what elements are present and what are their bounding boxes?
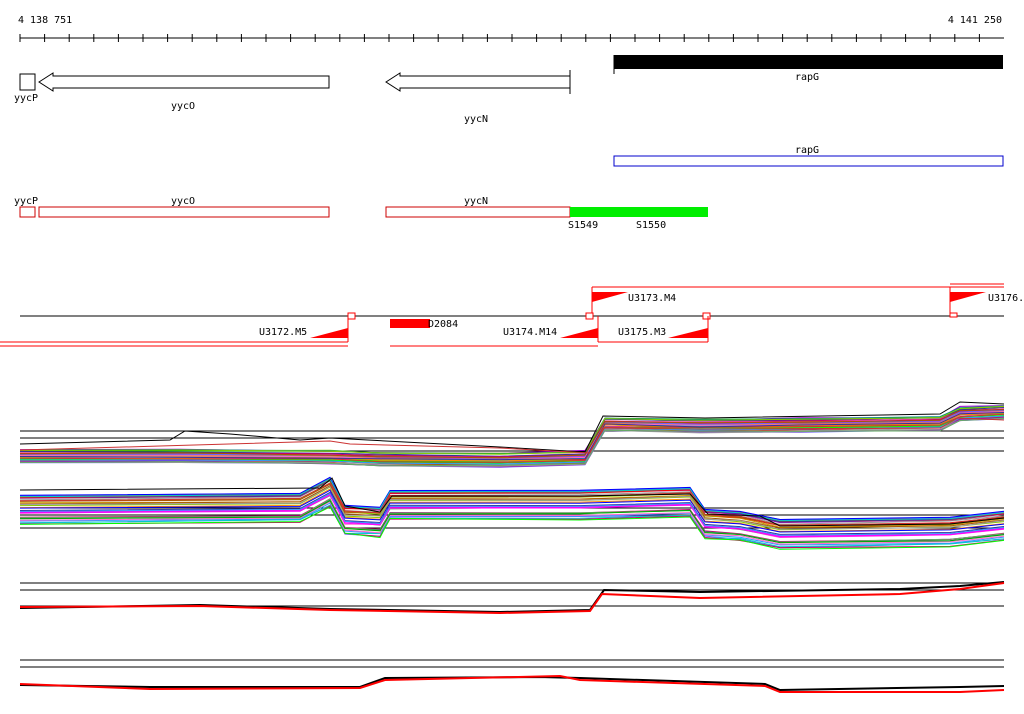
expression-curve-highlight xyxy=(19,401,1005,453)
gene-track: yycP yycO yycN rapG xyxy=(14,55,1003,125)
expression-curve xyxy=(19,582,1005,615)
unit-promoter-u3176[interactable] xyxy=(950,292,986,302)
ruler-ticks xyxy=(19,34,980,42)
transcript-rapG[interactable] xyxy=(613,155,1004,167)
expression-panel-3 xyxy=(19,581,1005,615)
transcript-yycP[interactable] xyxy=(19,206,36,218)
unit-label-d2084: D2084 xyxy=(428,319,458,330)
gene-label-yycP: yycP xyxy=(14,93,38,104)
transcript-track: rapG yycP yycO yycN S1549 S1550 xyxy=(14,145,1004,231)
unit-label-u3174: U3174.M14 xyxy=(503,327,557,338)
panel-3-curves xyxy=(19,581,1005,615)
expression-curve xyxy=(19,409,1005,459)
transcript-label-rapG: rapG xyxy=(795,145,819,156)
expression-curve xyxy=(19,491,1005,535)
unit-promoter-u3173[interactable] xyxy=(592,292,628,302)
panel-2-curves xyxy=(19,476,1005,550)
expression-curve xyxy=(19,476,1005,521)
unit-label-u3176: U3176. xyxy=(988,293,1024,304)
segment-label-s1550: S1550 xyxy=(636,220,666,231)
expression-curve xyxy=(19,418,1005,467)
unit-promoter-u3175[interactable] xyxy=(668,328,708,338)
expression-panel-1 xyxy=(19,401,1005,468)
segment-label-s1549: S1549 xyxy=(568,220,598,231)
transcript-label-yycO: yycO xyxy=(171,196,195,207)
unit-label-u3175: U3175.M3 xyxy=(618,327,666,338)
coordinate-ruler: 4 138 751 4 141 250 xyxy=(18,15,1004,42)
expression-curve xyxy=(19,412,1005,461)
expression-curve xyxy=(19,675,1005,692)
terminator-1[interactable] xyxy=(347,312,356,320)
expression-curve xyxy=(19,494,1005,538)
expression-curve xyxy=(19,500,1005,544)
expression-curve xyxy=(19,485,1005,529)
transcript-label-yycP: yycP xyxy=(14,196,38,207)
expression-curve xyxy=(19,581,1005,614)
unit-promoter-u3174[interactable] xyxy=(560,328,598,338)
unit-label-u3172: U3172.M5 xyxy=(259,327,307,338)
expression-curve-highlight xyxy=(19,477,1005,527)
terminator-2[interactable] xyxy=(585,312,594,320)
expression-curve xyxy=(19,504,1005,548)
gene-rapG[interactable] xyxy=(614,55,1003,69)
expression-curve-highlight xyxy=(19,417,1005,454)
segment-green[interactable] xyxy=(570,207,708,217)
expression-curve xyxy=(19,405,1005,455)
ruler-end-label: 4 141 250 xyxy=(948,15,1002,26)
gene-label-rapG: rapG xyxy=(795,72,819,83)
gene-label-yycN: yycN xyxy=(464,114,488,125)
expression-curve xyxy=(19,674,1005,693)
ruler-start-label: 4 138 751 xyxy=(18,15,72,26)
panel-1-curves xyxy=(19,401,1005,468)
expression-panel-2 xyxy=(19,476,1005,550)
transcript-label-yycN: yycN xyxy=(464,196,488,207)
expression-curve xyxy=(19,415,1005,465)
expression-panel-4 xyxy=(19,659,1005,693)
unit-promoter-u3172[interactable] xyxy=(310,328,348,338)
unit-label-u3173: U3173.M4 xyxy=(628,293,676,304)
terminator-3[interactable] xyxy=(702,312,711,320)
expression-curve xyxy=(19,506,1005,550)
terminator-4[interactable] xyxy=(949,312,958,318)
gene-label-yycO: yycO xyxy=(171,101,195,112)
gene-yycN[interactable] xyxy=(385,72,571,92)
gene-yycO[interactable] xyxy=(38,72,330,92)
transcript-yycO[interactable] xyxy=(38,206,330,218)
gene-yycP[interactable] xyxy=(19,73,36,91)
expression-curve xyxy=(19,485,1005,530)
unit-track: U3173.M4 U3176. U3172.M5 D2084 U3174.M14… xyxy=(0,283,1024,347)
panel-4-curves xyxy=(19,674,1005,693)
unit-box-d2084[interactable] xyxy=(390,319,430,328)
expression-curve xyxy=(19,492,1005,536)
expression-curve xyxy=(19,489,1005,533)
expression-curve xyxy=(19,502,1005,546)
expression-curve xyxy=(19,478,1005,522)
transcript-yycN[interactable] xyxy=(385,206,571,218)
expression-curve xyxy=(19,505,1005,549)
